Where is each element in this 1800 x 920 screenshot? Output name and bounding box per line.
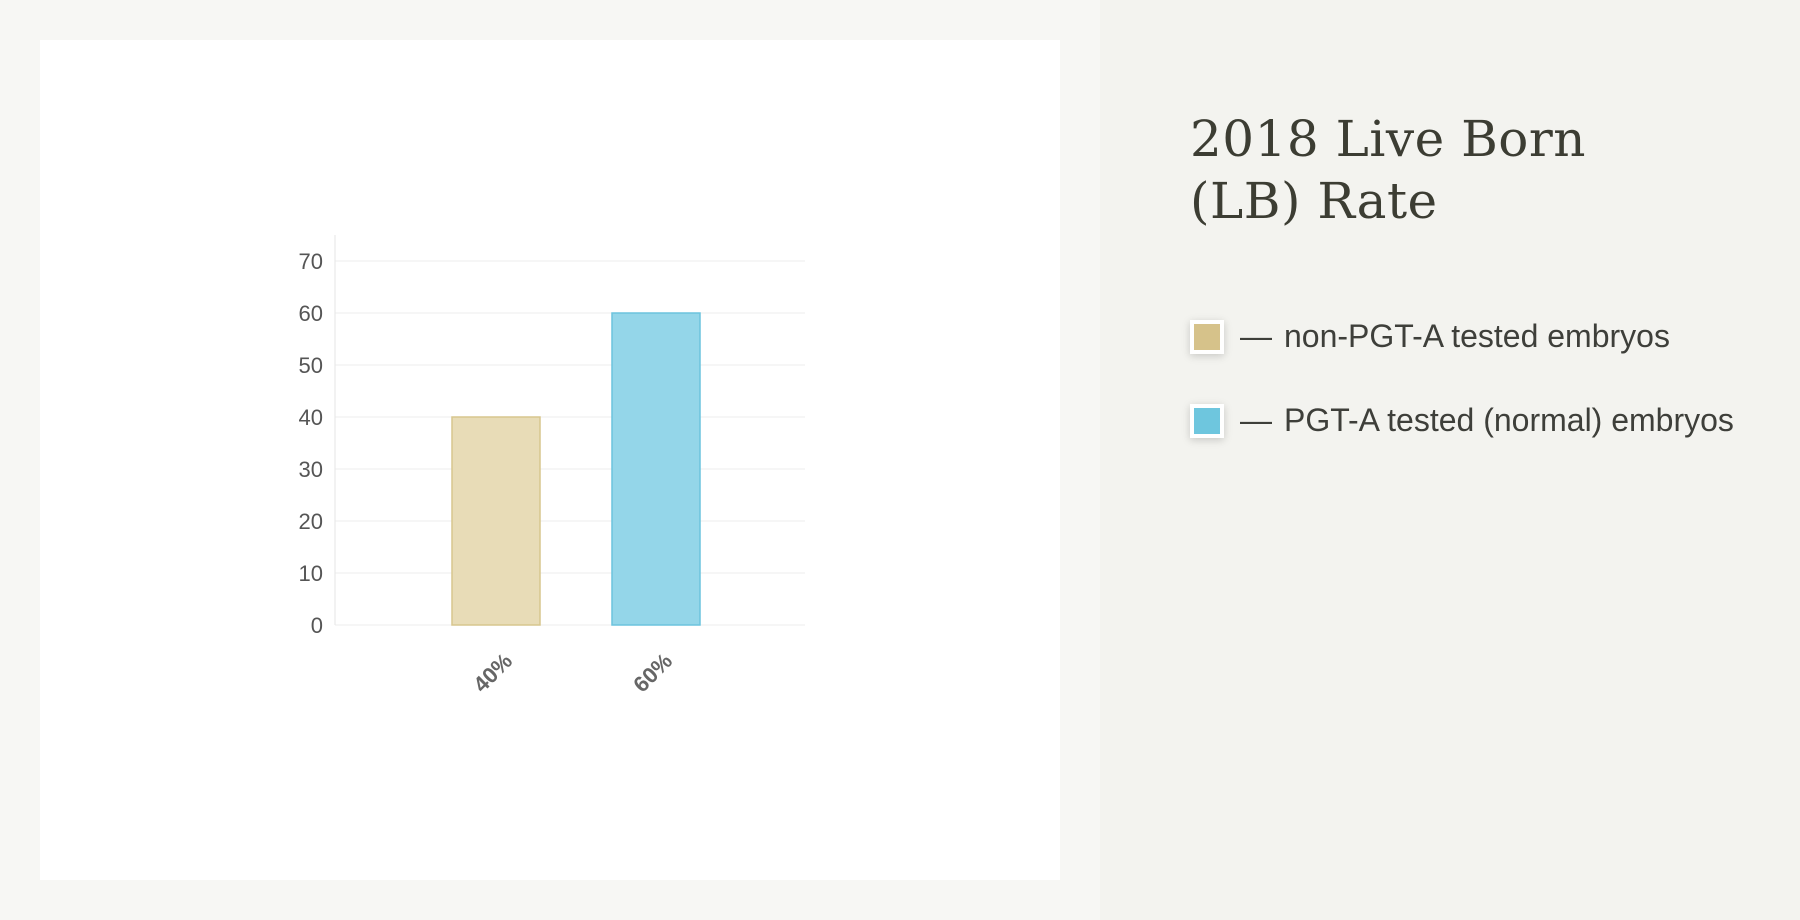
legend-label-non-pgt-a: non-PGT-A tested embryos	[1284, 318, 1670, 354]
bar-1	[611, 312, 701, 626]
legend-swatch-pgt-a	[1190, 404, 1224, 438]
legend: — non-PGT-A tested embryos — PGT-A teste…	[1190, 316, 1770, 484]
y-tick-label-70: 70	[299, 249, 323, 274]
chart-panel: 0 10 20 30 40 50 60 70 40% 60%	[40, 40, 1060, 880]
legend-dash: —	[1240, 318, 1272, 354]
y-tick-label-20: 20	[299, 509, 323, 534]
y-tick-label-10: 10	[299, 561, 323, 586]
y-tick-label-30: 30	[299, 457, 323, 482]
legend-swatch-non-pgt-a	[1190, 320, 1224, 354]
x-tick-label-0: 40%	[468, 648, 517, 697]
bar-0	[451, 416, 541, 626]
tick-labels: 0 10 20 30 40 50 60 70 40% 60%	[299, 249, 678, 697]
y-tick-label-60: 60	[299, 301, 323, 326]
legend-label-pgt-a: PGT-A tested (normal) embryos	[1284, 402, 1734, 438]
grid-lines	[335, 260, 805, 626]
bar-chart: 0 10 20 30 40 50 60 70 40% 60%	[299, 235, 805, 697]
side-panel: 2018 Live Born (LB) Rate — non-PGT-A tes…	[1100, 0, 1800, 920]
x-tick-label-1: 60%	[628, 648, 677, 697]
y-tick-label-40: 40	[299, 405, 323, 430]
bars	[451, 312, 701, 626]
y-tick-label-50: 50	[299, 353, 323, 378]
legend-item-pgt-a: — PGT-A tested (normal) embryos	[1190, 400, 1770, 440]
chart-title: 2018 Live Born (LB) Rate	[1190, 110, 1587, 230]
legend-dash: —	[1240, 402, 1272, 438]
legend-item-non-pgt-a: — non-PGT-A tested embryos	[1190, 316, 1770, 356]
y-tick-label-0: 0	[311, 613, 323, 638]
